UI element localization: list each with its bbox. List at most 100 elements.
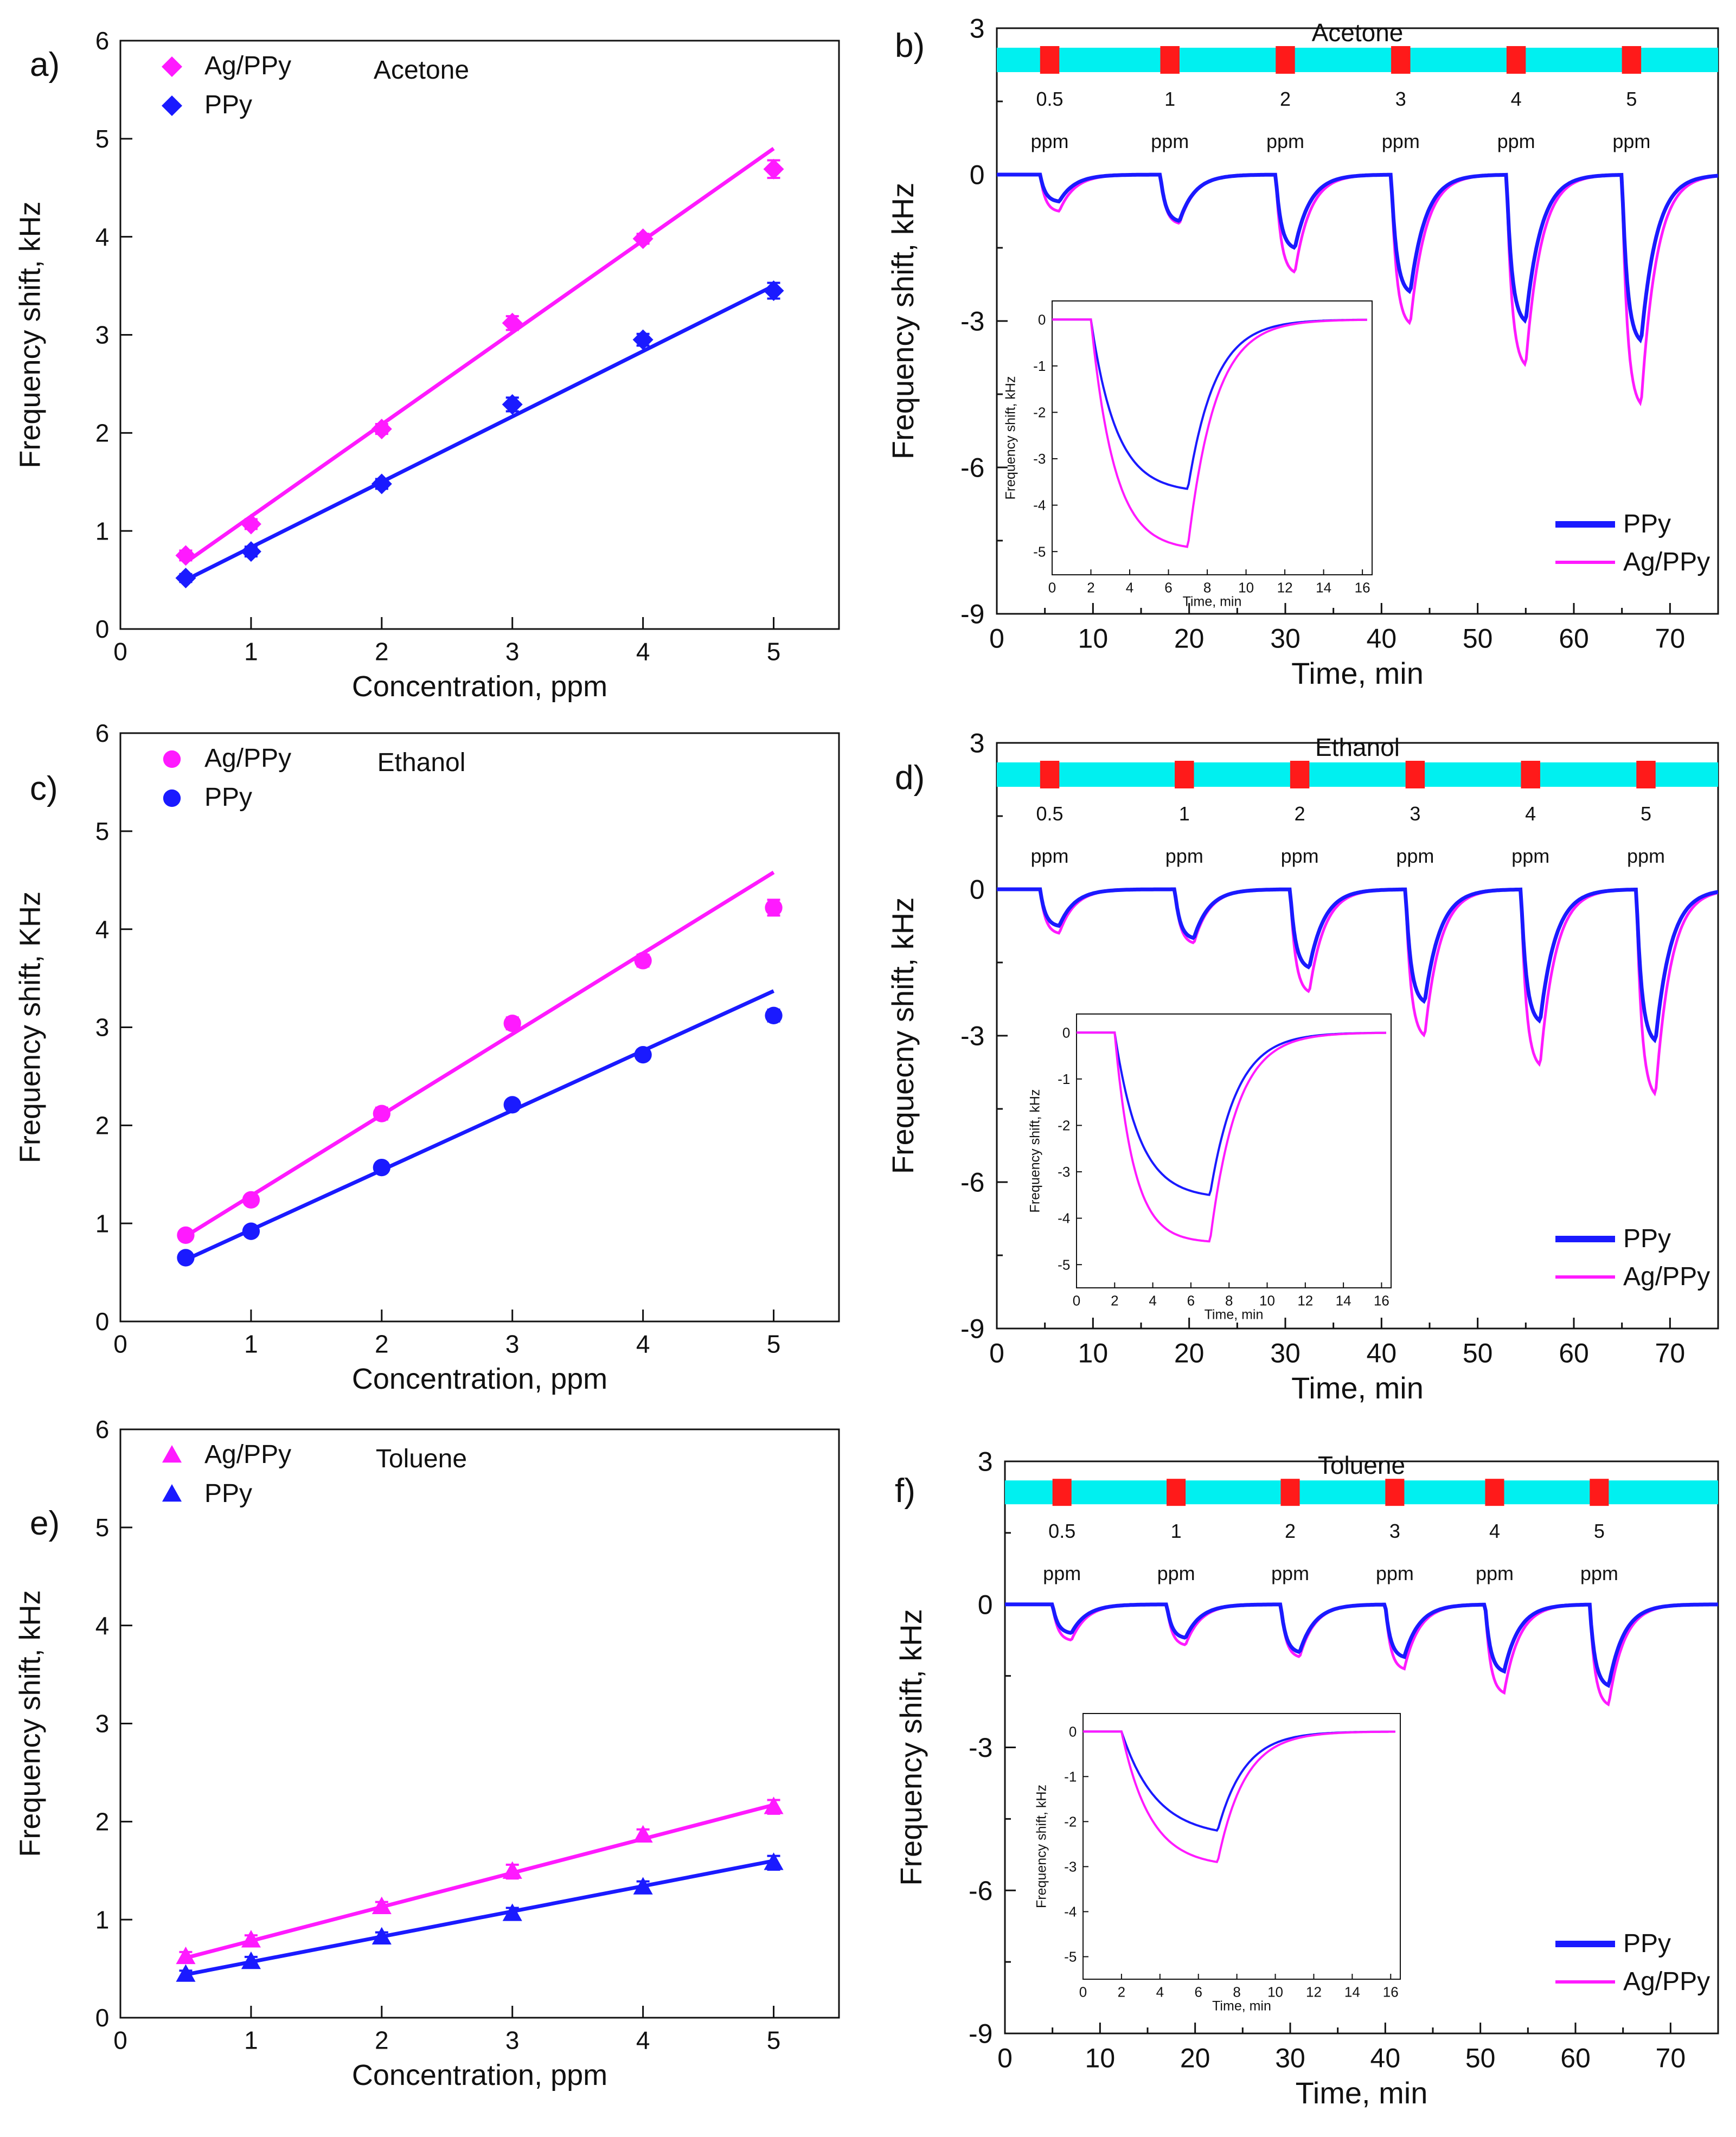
- panel-label: a): [30, 46, 60, 84]
- x-tick-label: 6: [1194, 1984, 1202, 2000]
- x-tick-label: 0: [113, 2026, 127, 2055]
- plot-frame: [1052, 300, 1373, 575]
- data-point: [242, 1191, 260, 1209]
- exposure-unit-label: ppm: [1031, 845, 1069, 867]
- legend-label: PPy: [1623, 1929, 1671, 1958]
- x-tick-label: 16: [1383, 1984, 1399, 2000]
- x-tick-label: 0: [113, 638, 127, 666]
- x-tick-label: 20: [1180, 2043, 1210, 2074]
- data-point: [240, 541, 261, 562]
- y-tick-label: 2: [95, 419, 110, 447]
- y-tick-label: 1: [95, 517, 110, 545]
- y-tick-label: 0: [1038, 311, 1046, 328]
- data-point: [633, 1825, 653, 1843]
- y-tick-label: 4: [95, 1612, 110, 1640]
- y-tick-label: 5: [95, 817, 110, 845]
- data-point: [176, 1964, 196, 1982]
- x-tick-label: 30: [1275, 2043, 1305, 2074]
- y-tick-label: 3: [970, 728, 985, 759]
- data-point: [175, 545, 196, 566]
- x-axis-label: Time, min: [1296, 2076, 1428, 2110]
- data-point: [242, 1222, 260, 1240]
- x-tick-label: 10: [1259, 1293, 1275, 1309]
- plot-frame: [1082, 1713, 1401, 1980]
- x-tick-label: 0: [989, 624, 1004, 654]
- exposure-concentration-label: 3: [1395, 88, 1406, 110]
- x-axis-label: Time, min: [1291, 1371, 1424, 1405]
- y-tick-label: 1: [95, 1905, 110, 1934]
- x-tick-label: 40: [1367, 624, 1397, 654]
- x-tick-label: 0: [113, 1330, 127, 1358]
- legend-marker: [162, 95, 182, 116]
- x-tick-label: 0: [989, 1338, 1004, 1369]
- exposure-pulse: [1590, 1479, 1609, 1506]
- x-tick-label: 10: [1078, 1338, 1109, 1369]
- x-tick-label: 4: [636, 2026, 650, 2055]
- inset-background: [1083, 1714, 1400, 1979]
- data-point: [175, 567, 196, 588]
- y-tick-label: 6: [95, 719, 110, 747]
- y-tick-label: -9: [969, 2019, 992, 2049]
- plot-frame: [119, 40, 840, 630]
- y-tick-label: 5: [95, 125, 110, 153]
- x-tick-label: 4: [1149, 1293, 1156, 1309]
- y-tick-label: -3: [960, 306, 984, 337]
- exposure-pulse: [1052, 1479, 1072, 1506]
- x-tick-label: 14: [1344, 1984, 1360, 2000]
- exposure-unit-label: ppm: [1497, 130, 1535, 152]
- y-tick-label: 0: [1069, 1723, 1077, 1740]
- y-tick-label: 0: [970, 160, 985, 190]
- chart-title: Acetone: [1312, 18, 1404, 47]
- y-tick-label: -3: [1033, 451, 1046, 467]
- x-tick-label: 0: [1079, 1984, 1087, 2000]
- exposure-timeline-bar: [997, 48, 1718, 72]
- x-tick-label: 2: [1087, 580, 1094, 596]
- x-tick-label: 70: [1655, 624, 1686, 654]
- calibration-chart-acetone: 0 1 2 3 4 5 0 1 2 3 4 5 6 Concentration, ppm Frequency…: [14, 27, 840, 703]
- exposure-concentration-label: 1: [1171, 1520, 1182, 1542]
- exposure-pulse: [1636, 761, 1656, 788]
- exposure-timeline-bar: [1005, 1480, 1718, 1505]
- data-point: [502, 394, 523, 415]
- y-tick-label: -4: [1033, 497, 1046, 514]
- exposure-unit-label: ppm: [1382, 130, 1420, 152]
- y-tick-label: -1: [1033, 358, 1046, 374]
- x-tick-label: 2: [375, 2026, 389, 2055]
- fit-line-ppy: [185, 1859, 774, 1976]
- chart-title: Toluene: [376, 1445, 467, 1473]
- exposure-unit-label: ppm: [1043, 1562, 1081, 1584]
- inset-series-line-ag-ppy: [1083, 1730, 1395, 1864]
- x-tick-label: 12: [1306, 1984, 1322, 2000]
- exposure-concentration-label: 2: [1285, 1520, 1296, 1542]
- x-tick-label: 50: [1463, 1338, 1493, 1369]
- x-tick-label: 14: [1316, 580, 1331, 596]
- x-axis-label: Concentration, ppm: [352, 2059, 607, 2091]
- data-point: [763, 158, 784, 179]
- x-tick-label: 70: [1655, 1338, 1686, 1369]
- exposure-concentration-label: 2: [1280, 88, 1291, 110]
- y-tick-label: -1: [1058, 1071, 1070, 1087]
- data-point: [502, 312, 523, 333]
- y-tick-label: -3: [1064, 1858, 1077, 1875]
- data-point: [632, 329, 654, 350]
- exposure-unit-label: ppm: [1476, 1562, 1514, 1584]
- x-axis-label: Time, min: [1183, 594, 1242, 609]
- x-tick-label: 30: [1270, 624, 1301, 654]
- x-tick-label: 16: [1374, 1293, 1389, 1309]
- x-tick-label: 10: [1085, 2043, 1116, 2074]
- y-tick-label: 3: [970, 14, 985, 44]
- data-point: [373, 1105, 390, 1122]
- exposure-concentration-label: 1: [1164, 88, 1175, 110]
- exposure-unit-label: ppm: [1157, 1562, 1195, 1584]
- legend-marker: [162, 1445, 182, 1463]
- y-axis-label: Frequecny shift, kHz: [886, 897, 920, 1174]
- data-point: [371, 473, 392, 495]
- y-tick-label: -2: [1064, 1813, 1077, 1830]
- x-tick-label: 10: [1267, 1984, 1283, 2000]
- y-tick-label: 0: [95, 615, 110, 643]
- data-point: [502, 1903, 522, 1921]
- y-tick-label: 0: [95, 2004, 110, 2032]
- y-tick-label: 4: [95, 223, 110, 251]
